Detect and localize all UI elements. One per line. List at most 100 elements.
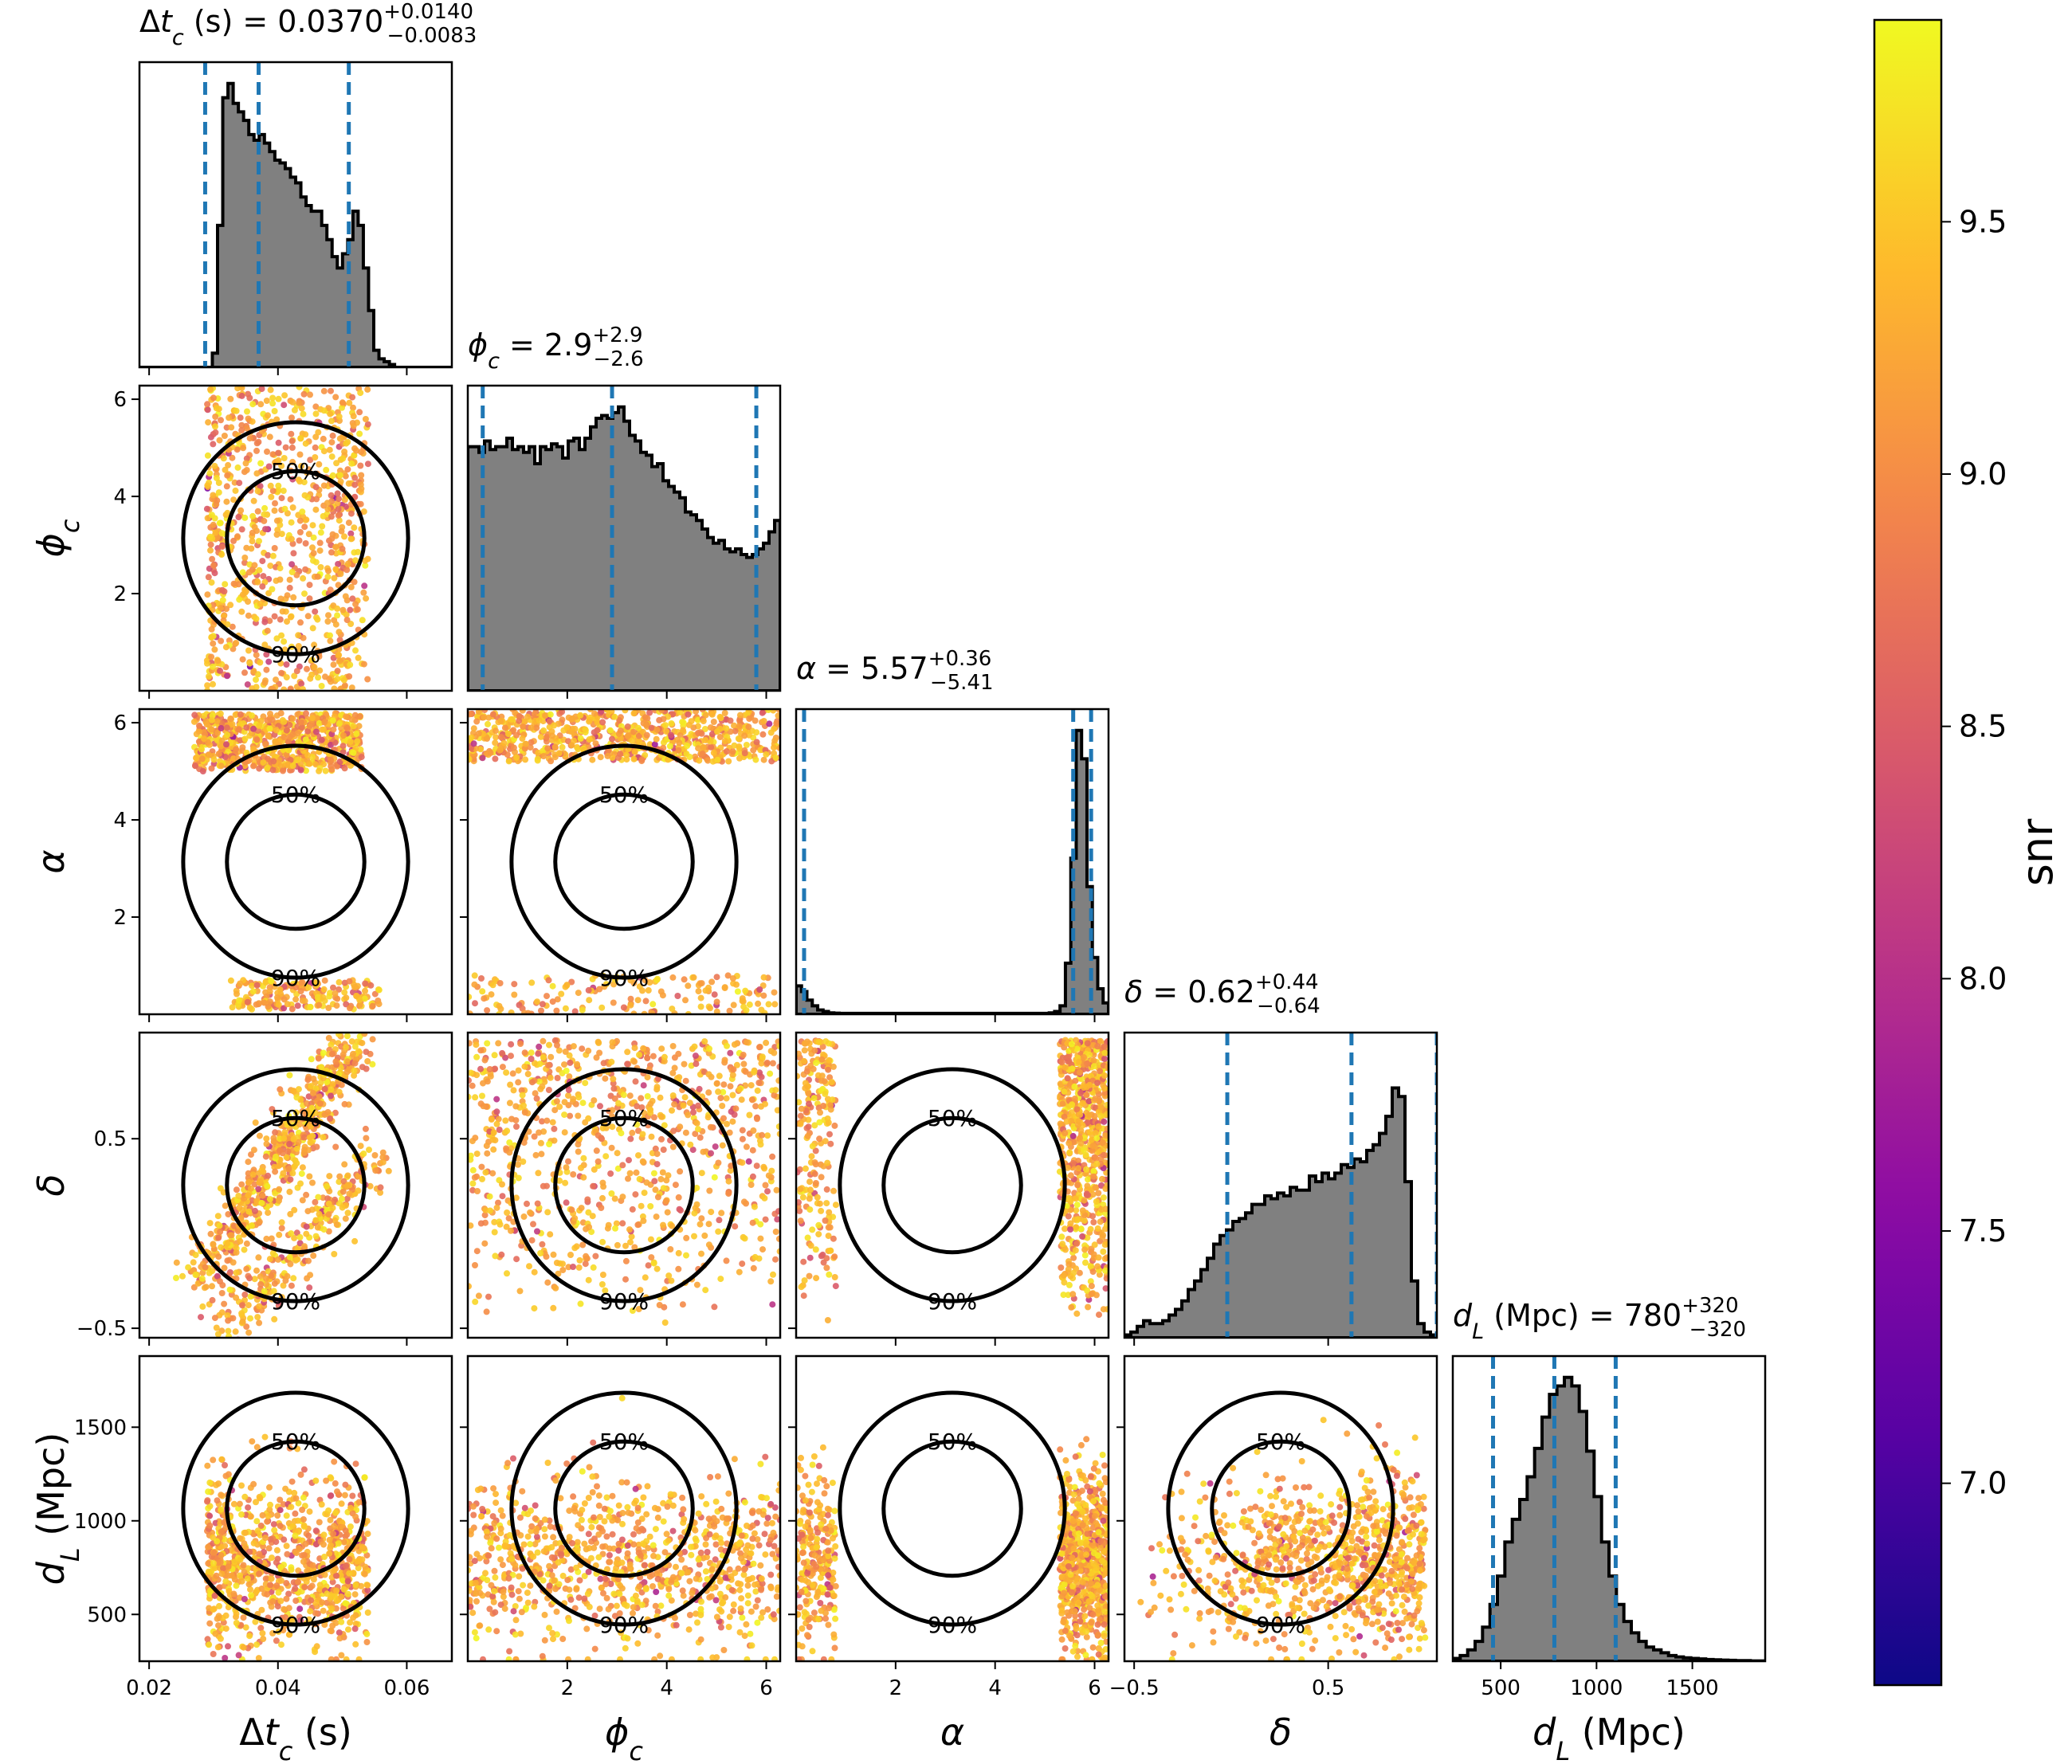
scatter-point [210, 394, 217, 401]
scatter-point [716, 1072, 723, 1079]
scatter-point [599, 1239, 606, 1245]
scatter-point [281, 734, 287, 740]
scatter-point [535, 1170, 541, 1176]
scatter-point [773, 755, 779, 761]
scatter-point [360, 1151, 367, 1157]
scatter-point [544, 745, 551, 751]
scatter-point [255, 488, 261, 494]
scatter-point [267, 433, 273, 440]
scatter-point [637, 1176, 643, 1182]
scatter-point [639, 1131, 646, 1138]
scatter-point [308, 1056, 315, 1062]
scatter-point [211, 756, 218, 762]
title-dtc: Δtc (s) = 0.0370+0.0140−0.0083 [139, 0, 477, 50]
scatter-point [270, 766, 277, 773]
scatter-point [509, 716, 516, 723]
scatter-point [638, 1095, 644, 1101]
scatter-point [307, 595, 313, 602]
scatter-point [633, 1078, 639, 1084]
scatter-point [337, 472, 343, 479]
scatter-point [251, 498, 257, 504]
scatter-point [479, 1093, 485, 1100]
scatter-point [224, 1257, 230, 1264]
scatter-point [1070, 1255, 1077, 1261]
scatter-point [568, 1206, 575, 1213]
scatter-point [653, 736, 660, 743]
scatter-point [733, 982, 740, 988]
scatter-point [585, 1209, 591, 1216]
scatter-point [641, 1082, 647, 1088]
scatter-point [301, 590, 308, 597]
scatter-point [525, 1010, 532, 1017]
scatter-point [325, 1005, 332, 1011]
scatter-point [677, 1123, 683, 1130]
scatter-point [277, 596, 284, 602]
scatter-point [247, 1005, 253, 1011]
scatter-point [277, 1086, 283, 1092]
scatter-point [328, 513, 335, 519]
scatter-point [746, 715, 752, 722]
scatter-point [771, 738, 778, 744]
scatter-point [257, 461, 264, 467]
scatter-point [547, 711, 554, 718]
scatter-point [193, 1272, 199, 1278]
scatter-point [325, 612, 332, 618]
scatter-point [645, 1093, 651, 1100]
scatter-point [517, 1041, 524, 1047]
scatter-point [206, 673, 212, 680]
scatter-point [328, 388, 334, 394]
scatter-point [334, 612, 340, 618]
scatter-point [358, 501, 364, 508]
scatter-point [472, 972, 478, 978]
scatter-point [235, 514, 241, 520]
scatter-point [281, 687, 287, 693]
scatter-point [335, 490, 341, 496]
scatter-point [367, 982, 374, 989]
scatter-point [244, 1241, 250, 1247]
scatter-point [218, 551, 225, 558]
scatter-point [233, 640, 239, 646]
scatter-point [591, 1264, 597, 1271]
scatter-point [478, 1100, 485, 1107]
scatter-point [332, 1058, 339, 1064]
scatter-point [479, 988, 485, 994]
scatter-point [272, 545, 278, 551]
scatter-point [769, 1301, 775, 1307]
scatter-point [528, 1056, 535, 1062]
scatter-point [351, 723, 357, 729]
scatter-point [598, 754, 604, 760]
scatter-point [525, 1071, 532, 1077]
scatter-point [244, 409, 250, 415]
scatter-point [269, 451, 276, 457]
y-tick-label: −0.5 [77, 1317, 127, 1341]
scatter-point [337, 657, 343, 664]
scatter-point [277, 577, 283, 583]
scatter-point [740, 998, 746, 1004]
scatter-point [731, 1002, 737, 1008]
scatter-point [656, 717, 662, 723]
scatter-point [250, 726, 257, 732]
scatter-point [511, 981, 517, 987]
scatter-point [336, 512, 342, 519]
scatter-point [739, 1260, 745, 1267]
scatter-point [365, 461, 371, 467]
scatter-point [506, 1139, 512, 1146]
scatter-point [352, 647, 359, 653]
scatter-point [341, 677, 347, 684]
scatter-point [586, 1277, 592, 1284]
scatter-point [361, 661, 367, 668]
scatter-point [345, 1173, 351, 1179]
scatter-point [683, 1252, 689, 1259]
scatter-point [654, 1161, 661, 1167]
scatter-point [524, 714, 531, 720]
scatter-point [272, 408, 278, 414]
scatter-point [714, 974, 720, 980]
scatter-point [800, 1259, 806, 1265]
scatter-point [198, 747, 205, 753]
scatter-point [247, 435, 253, 441]
contour-50 [555, 794, 693, 929]
scatter-point [353, 993, 359, 999]
scatter-point [250, 762, 257, 769]
scatter-point [674, 993, 681, 999]
panel-dtc-alpha: 50%90%246 [113, 709, 452, 1022]
